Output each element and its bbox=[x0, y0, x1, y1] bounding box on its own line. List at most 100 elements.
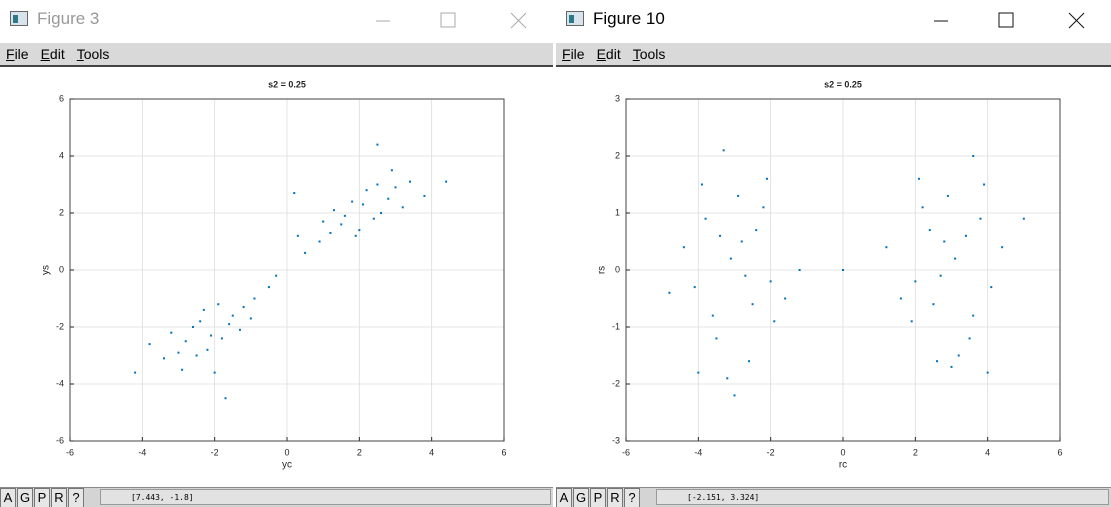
pointer-coordinates: [-2.151, 3.324] bbox=[656, 489, 1109, 505]
point bbox=[358, 229, 361, 232]
point bbox=[722, 149, 725, 152]
point bbox=[390, 169, 393, 172]
point bbox=[842, 269, 844, 271]
toolbar-button[interactable]: A bbox=[556, 488, 572, 507]
toolbar-button[interactable]: P bbox=[590, 488, 606, 507]
menu-item[interactable]: File bbox=[6, 46, 29, 62]
point bbox=[322, 220, 325, 223]
point bbox=[1022, 217, 1025, 220]
y-tick-label: 1 bbox=[615, 207, 620, 217]
close-button[interactable] bbox=[1068, 12, 1085, 29]
menu-item[interactable]: Edit bbox=[596, 46, 621, 62]
toolbar-button[interactable]: R bbox=[51, 488, 67, 507]
point bbox=[376, 143, 379, 146]
point bbox=[990, 286, 993, 289]
menu-item[interactable]: Edit bbox=[40, 46, 65, 62]
point bbox=[917, 177, 920, 180]
close-button[interactable] bbox=[510, 12, 527, 29]
point bbox=[957, 354, 960, 357]
y-tick-label: -3 bbox=[612, 435, 620, 445]
point bbox=[928, 229, 931, 232]
window-title: Figure 3 bbox=[37, 9, 100, 28]
toolbar-button[interactable]: G bbox=[573, 488, 589, 507]
chart-title: s2 = 0.25 bbox=[824, 79, 862, 89]
point bbox=[372, 217, 375, 220]
point bbox=[693, 286, 696, 289]
point bbox=[899, 297, 902, 300]
point bbox=[318, 240, 321, 243]
point bbox=[921, 206, 924, 209]
point bbox=[202, 308, 205, 311]
point bbox=[394, 186, 397, 189]
figure-window: Figure 10 File Edit Tools -6 -4 -2 0 2 4 6 -3 -2 -1 0 1… bbox=[556, 0, 1111, 507]
y-tick-label: -2 bbox=[612, 378, 620, 388]
maximize-button[interactable] bbox=[440, 12, 456, 28]
point bbox=[946, 194, 949, 197]
point bbox=[217, 303, 220, 306]
toolbar-button[interactable]: G bbox=[17, 488, 33, 507]
point bbox=[932, 303, 935, 306]
toolbar-button[interactable]: P bbox=[34, 488, 50, 507]
point bbox=[936, 360, 939, 363]
point bbox=[445, 180, 448, 183]
y-tick-label: -1 bbox=[612, 321, 620, 331]
point bbox=[134, 371, 137, 374]
point bbox=[423, 194, 426, 197]
pointer-coordinates: [7.443, -1.8] bbox=[100, 489, 551, 505]
menu-item[interactable]: File bbox=[562, 46, 585, 62]
window-icon bbox=[566, 11, 584, 26]
point bbox=[983, 183, 986, 186]
point bbox=[914, 280, 917, 283]
point bbox=[148, 343, 151, 346]
x-tick-label: 0 bbox=[284, 447, 289, 457]
point bbox=[354, 234, 357, 237]
toolbar-button[interactable]: ? bbox=[624, 488, 640, 507]
point bbox=[401, 206, 404, 209]
title-bar: Figure 3 bbox=[0, 0, 553, 42]
menu-item[interactable]: Tools bbox=[76, 46, 110, 62]
menu-bar: File Edit Tools bbox=[556, 43, 1111, 67]
plot: -6 -4 -2 0 2 4 6 -3 -2 -1 0 1 2 3 s2 = 0.25 rc rs bbox=[597, 79, 1063, 471]
x-axis-label: yc bbox=[282, 460, 292, 471]
point bbox=[228, 323, 231, 326]
toolbar-button[interactable]: ? bbox=[68, 488, 84, 507]
point bbox=[224, 397, 227, 400]
menu-item[interactable]: Tools bbox=[632, 46, 666, 62]
x-tick-label: 0 bbox=[840, 447, 845, 457]
point bbox=[253, 297, 256, 300]
y-tick-label: 0 bbox=[615, 264, 620, 274]
point bbox=[304, 251, 307, 254]
toolbar-button[interactable]: R bbox=[607, 488, 623, 507]
x-tick-label: -6 bbox=[622, 447, 630, 457]
plot: -6 -4 -2 0 2 4 6 -6 -4 -2 0 2 4 6 s2 = 0.25 yc ys bbox=[41, 79, 507, 471]
point bbox=[682, 246, 685, 249]
point bbox=[275, 274, 278, 277]
x-axis-label: rc bbox=[839, 460, 847, 471]
point bbox=[199, 320, 202, 323]
point bbox=[333, 209, 336, 212]
point bbox=[719, 234, 722, 237]
toolbar-button[interactable]: A bbox=[0, 488, 16, 507]
point bbox=[704, 217, 707, 220]
point bbox=[195, 354, 198, 357]
status-bar: A G P R? [-2.151, 3.324] bbox=[556, 487, 1111, 507]
point bbox=[715, 337, 718, 340]
y-tick-label: -4 bbox=[56, 378, 64, 388]
x-tick-label: -6 bbox=[66, 447, 74, 457]
point bbox=[387, 197, 390, 200]
point bbox=[380, 212, 383, 214]
point bbox=[711, 314, 714, 317]
point bbox=[700, 183, 703, 186]
point bbox=[979, 217, 982, 220]
point bbox=[213, 371, 216, 374]
point bbox=[361, 203, 364, 206]
point bbox=[729, 257, 732, 260]
y-tick-label: 2 bbox=[59, 207, 64, 217]
point bbox=[408, 180, 411, 183]
y-tick-label: 4 bbox=[59, 150, 64, 160]
maximize-button[interactable] bbox=[998, 12, 1014, 28]
point bbox=[747, 360, 750, 363]
y-tick-label: -2 bbox=[56, 321, 64, 331]
point bbox=[231, 314, 234, 317]
point bbox=[376, 183, 379, 186]
